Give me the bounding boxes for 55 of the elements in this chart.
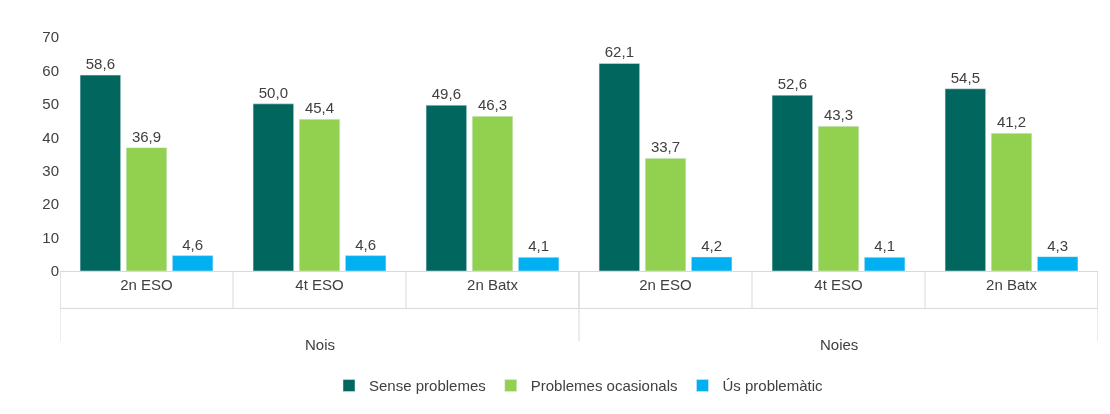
bar [1037, 256, 1079, 271]
bar [345, 255, 387, 271]
data-label: 4,1 [528, 237, 550, 255]
bar [298, 118, 341, 271]
x-tick-label: 4t ESO [295, 276, 344, 293]
data-label: 36,9 [131, 127, 162, 145]
bar [691, 256, 733, 271]
data-label: 41,2 [996, 113, 1027, 131]
bar [79, 74, 121, 271]
data-label: 45,4 [304, 99, 335, 117]
bar [125, 147, 168, 271]
bar [471, 115, 514, 271]
data-label: 50,0 [258, 83, 288, 101]
x-tick-label: 2n Batx [986, 276, 1038, 293]
x-tick-label: 4t ESO [814, 276, 863, 293]
data-label: 4,1 [874, 237, 896, 255]
y-tick-label: 30 [42, 161, 59, 179]
text: Noies [820, 336, 859, 353]
data-label: 54,5 [950, 68, 980, 86]
y-tick-label: 10 [42, 228, 59, 246]
legend-label: Problemes ocasionals [530, 377, 678, 395]
data-label: 58,6 [85, 55, 115, 73]
y-tick-label: 20 [42, 195, 59, 213]
data-label: 49,6 [431, 85, 461, 103]
data-label: 52,6 [777, 75, 807, 93]
bar [518, 257, 560, 271]
bar [644, 158, 687, 271]
bar [990, 133, 1033, 271]
bar [172, 255, 214, 271]
data-label: 4,6 [355, 235, 377, 253]
data-label: 4,2 [701, 236, 723, 254]
x-tick-label: 2n ESO [120, 276, 173, 293]
y-tick-label: 70 [42, 28, 59, 46]
data-label: 62,1 [604, 43, 634, 61]
bar [598, 63, 640, 271]
y-tick-label: 40 [42, 128, 59, 146]
bar [817, 126, 860, 271]
data-label: 46,3 [477, 96, 508, 114]
legend-label: Sense problemes [369, 377, 486, 395]
x-tick-label: 2n ESO [639, 276, 692, 293]
data-label: 33,7 [650, 138, 681, 156]
data-label: 43,3 [823, 106, 854, 124]
data-label: 4,6 [182, 235, 204, 253]
y-tick-label: 0 [50, 262, 59, 280]
y-tick-label: 60 [42, 61, 59, 79]
text: Nois [305, 336, 336, 353]
bar [252, 103, 294, 271]
legend-label: Ús problemàtic [722, 377, 824, 395]
bar [771, 94, 813, 271]
x-tick-label: 2n Batx [467, 276, 519, 293]
y-tick-label: 50 [42, 95, 59, 113]
bar [864, 257, 906, 271]
bar [425, 104, 467, 271]
bar [944, 88, 986, 271]
data-label: 4,3 [1047, 236, 1069, 254]
